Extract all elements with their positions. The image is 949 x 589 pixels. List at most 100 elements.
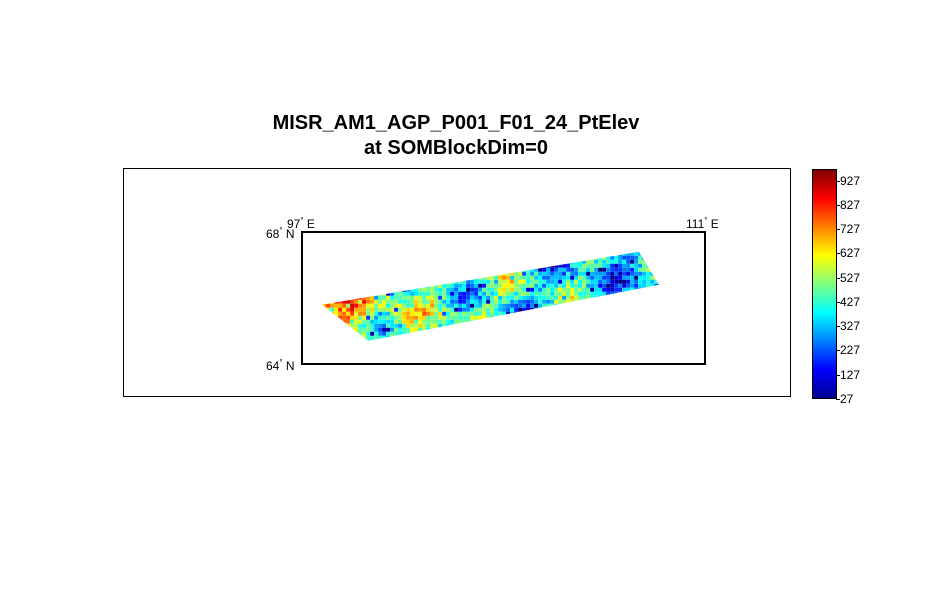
elevation-cell	[514, 299, 519, 304]
elevation-cell	[422, 267, 427, 272]
elevation-cell	[358, 295, 363, 300]
elevation-cell	[446, 323, 451, 328]
elevation-cell	[490, 263, 495, 268]
elevation-cell	[458, 275, 463, 280]
elevation-cell	[398, 335, 403, 340]
elevation-cell	[654, 335, 659, 340]
elevation-cell	[470, 255, 475, 260]
elevation-cell	[534, 255, 539, 260]
elevation-cell	[634, 307, 639, 312]
elevation-cell	[474, 279, 479, 284]
elevation-cell	[538, 283, 543, 288]
elevation-cell	[570, 323, 575, 328]
elevation-cell	[634, 311, 639, 316]
elevation-cell	[514, 323, 519, 328]
elevation-cell	[414, 335, 419, 340]
elevation-cell	[446, 311, 451, 316]
elevation-cell	[598, 255, 603, 260]
elevation-cell	[402, 331, 407, 336]
elevation-cell	[454, 303, 459, 308]
elevation-cell	[638, 299, 643, 304]
elevation-cell	[586, 319, 591, 324]
elevation-cell	[506, 271, 511, 276]
elevation-cell	[578, 287, 583, 292]
elevation-cell	[370, 307, 375, 312]
elevation-cell	[546, 283, 551, 288]
elevation-cell	[502, 295, 507, 300]
elevation-cell	[462, 311, 467, 316]
elevation-cell	[558, 259, 563, 264]
elevation-cell	[510, 303, 515, 308]
elevation-cell	[382, 259, 387, 264]
elevation-cell	[578, 323, 583, 328]
elevation-cell	[622, 251, 627, 256]
elevation-cell	[322, 323, 327, 328]
elevation-cell	[610, 331, 615, 336]
elevation-cell	[334, 263, 339, 268]
elevation-cell	[518, 275, 523, 280]
elevation-cell	[382, 267, 387, 272]
lat-value-68: 68	[266, 227, 280, 241]
elevation-cell	[514, 319, 519, 324]
elevation-cell	[506, 295, 511, 300]
elevation-cell	[478, 327, 483, 332]
elevation-cell	[334, 311, 339, 316]
elevation-cell	[334, 259, 339, 264]
elevation-cell	[454, 299, 459, 304]
elevation-cell	[630, 299, 635, 304]
elevation-cell	[498, 319, 503, 324]
elevation-cell	[606, 275, 611, 280]
elevation-cell	[358, 327, 363, 332]
elevation-cell	[394, 287, 399, 292]
elevation-cell	[462, 275, 467, 280]
elevation-cell	[346, 295, 351, 300]
elevation-cell	[370, 255, 375, 260]
elevation-cell	[502, 323, 507, 328]
elevation-cell	[374, 331, 379, 336]
elevation-cell	[650, 255, 655, 260]
lon-suffix-left: E	[306, 217, 315, 231]
elevation-cell	[510, 283, 515, 288]
elevation-cell	[398, 251, 403, 256]
elevation-cell	[590, 335, 595, 340]
elevation-cell	[482, 295, 487, 300]
elevation-cell	[346, 319, 351, 324]
elevation-cell	[350, 255, 355, 260]
elevation-cell	[366, 335, 371, 340]
elevation-cell	[498, 307, 503, 312]
elevation-cell	[414, 315, 419, 320]
elevation-cell	[482, 263, 487, 268]
elevation-cell	[654, 271, 659, 276]
elevation-cell	[478, 263, 483, 268]
elevation-cell	[498, 295, 503, 300]
elevation-cell	[470, 319, 475, 324]
elevation-cell	[542, 299, 547, 304]
elevation-cell	[566, 291, 571, 296]
elevation-cell	[322, 307, 327, 312]
elevation-cell	[442, 283, 447, 288]
elevation-cell	[366, 311, 371, 316]
elevation-cell	[638, 335, 643, 340]
elevation-cell	[566, 299, 571, 304]
elevation-cell	[474, 315, 479, 320]
elevation-cell	[606, 303, 611, 308]
elevation-cell	[322, 251, 327, 256]
elevation-cell	[638, 319, 643, 324]
elevation-cell	[478, 271, 483, 276]
elevation-cell	[642, 299, 647, 304]
elevation-cell	[334, 307, 339, 312]
elevation-cell	[558, 291, 563, 296]
elevation-cell	[646, 331, 651, 336]
elevation-cell	[634, 259, 639, 264]
elevation-cell	[630, 295, 635, 300]
elevation-cell	[566, 319, 571, 324]
elevation-cell	[450, 275, 455, 280]
elevation-cell	[622, 323, 627, 328]
elevation-cell	[494, 339, 499, 341]
elevation-cell	[438, 255, 443, 260]
elevation-cell	[618, 251, 623, 256]
elevation-cell	[462, 315, 467, 320]
elevation-cell	[546, 303, 551, 308]
elevation-cell	[626, 299, 631, 304]
elevation-cell	[598, 259, 603, 264]
